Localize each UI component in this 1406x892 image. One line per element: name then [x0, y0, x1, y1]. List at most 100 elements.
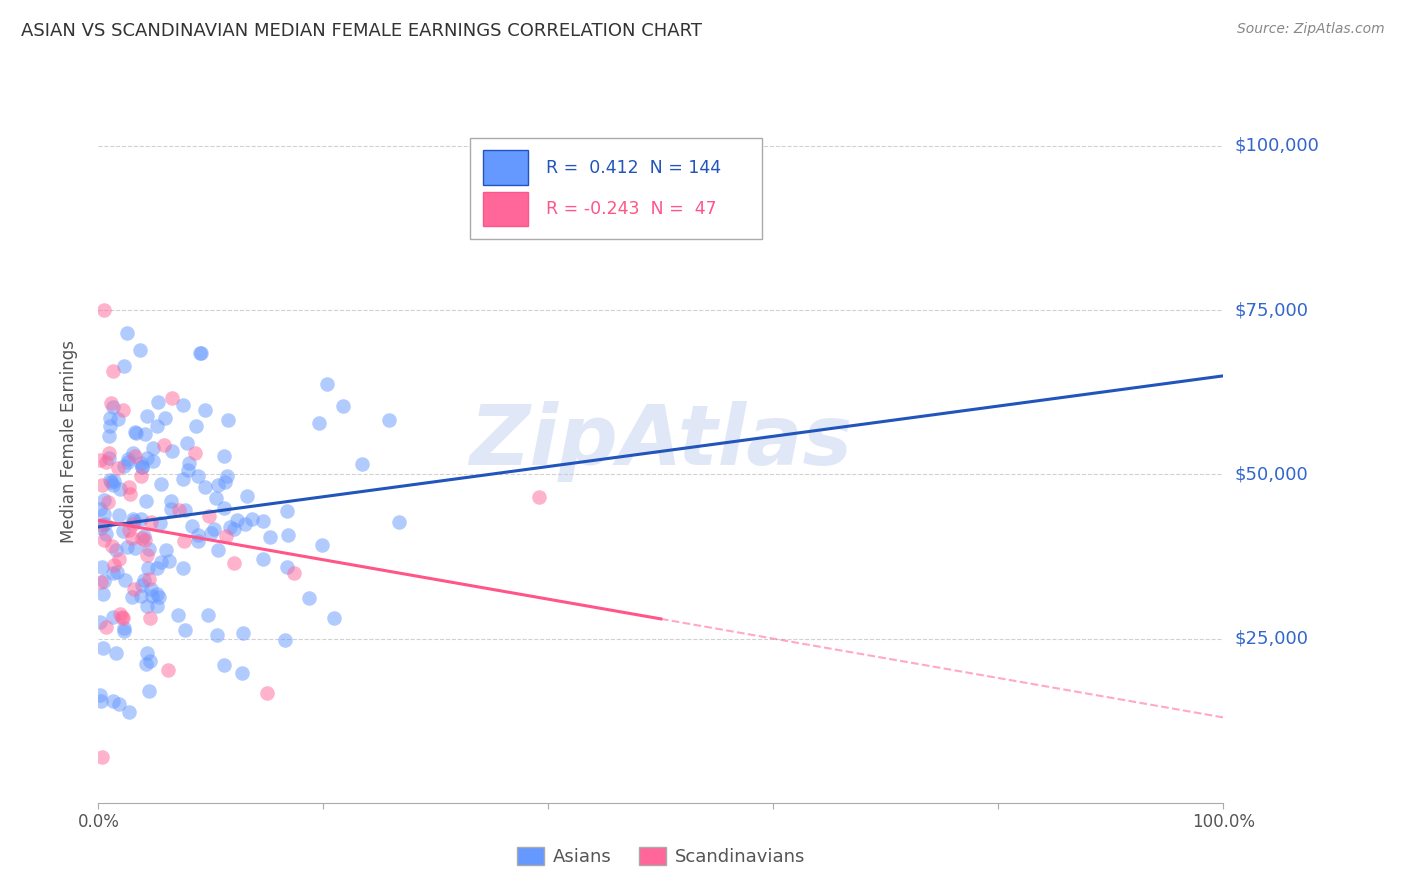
Point [240, 511, 263, 525]
Point [103, 364, 125, 378]
Point [135, 599, 157, 613]
Point [231, 665, 253, 680]
Point [157, 554, 180, 568]
Point [93, 507, 115, 521]
Point [90, 560, 112, 574]
Point [235, 517, 257, 532]
Point [194, 480, 217, 494]
Point [217, 413, 239, 427]
Point [117, 451, 139, 466]
Point [135, 494, 157, 508]
Point [121, 531, 143, 545]
Point [90, 521, 112, 535]
Point [108, 607, 131, 621]
Point [101, 477, 124, 491]
Point [236, 489, 259, 503]
Point [166, 607, 188, 622]
Point [145, 418, 167, 433]
Point [222, 557, 245, 571]
Point [98, 418, 121, 433]
Point [108, 697, 131, 711]
Point [156, 663, 179, 677]
Point [181, 519, 204, 533]
Point [159, 502, 181, 516]
Point [205, 627, 228, 641]
Point [212, 657, 235, 672]
Point [134, 427, 156, 442]
Point [124, 514, 146, 528]
Point [129, 456, 152, 470]
Point [132, 574, 155, 588]
Point [176, 435, 198, 450]
Point [136, 560, 159, 574]
Point [200, 525, 222, 540]
Point [134, 529, 156, 543]
Point [136, 646, 159, 660]
Point [298, 591, 321, 605]
Text: $25,000: $25,000 [1234, 630, 1309, 648]
Point [177, 463, 200, 477]
Point [138, 654, 160, 668]
Point [139, 611, 162, 625]
Point [136, 450, 159, 465]
Point [214, 475, 236, 490]
Point [135, 548, 157, 562]
Point [207, 477, 229, 491]
Point [173, 503, 195, 517]
Point [131, 532, 153, 546]
Point [105, 566, 128, 580]
Text: R = -0.243  N =  47: R = -0.243 N = 47 [546, 200, 717, 218]
Point [131, 512, 153, 526]
Point [122, 516, 145, 531]
Point [90, 694, 112, 708]
Y-axis label: Median Female Earnings: Median Female Earnings [59, 340, 77, 543]
Point [139, 515, 162, 529]
Point [159, 493, 181, 508]
Point [100, 540, 122, 554]
Point [197, 608, 219, 623]
Point [108, 508, 131, 523]
Point [129, 469, 152, 483]
Point [529, 490, 551, 504]
Point [121, 590, 143, 604]
Point [136, 409, 159, 423]
Point [93, 516, 115, 531]
Point [131, 460, 153, 475]
Point [115, 326, 138, 341]
Point [252, 514, 274, 528]
Point [103, 474, 125, 488]
Point [135, 657, 157, 671]
Point [97, 494, 120, 508]
Point [100, 396, 122, 410]
Point [117, 455, 139, 469]
Point [96, 620, 118, 634]
Point [90, 750, 112, 764]
Point [145, 587, 167, 601]
Point [131, 578, 153, 592]
Legend: Asians, Scandinavians: Asians, Scandinavians [509, 839, 813, 873]
Point [212, 449, 235, 463]
Point [122, 582, 145, 596]
Point [187, 534, 209, 549]
Point [138, 683, 160, 698]
Point [146, 599, 169, 613]
Point [276, 560, 298, 574]
Point [150, 477, 173, 491]
Point [187, 468, 209, 483]
FancyBboxPatch shape [484, 151, 529, 185]
Point [138, 572, 160, 586]
Point [141, 589, 163, 603]
Point [112, 624, 135, 639]
Point [98, 429, 121, 443]
Point [232, 626, 254, 640]
Point [108, 482, 131, 496]
Point [91, 641, 114, 656]
Point [114, 458, 136, 473]
Point [205, 491, 228, 505]
Point [187, 527, 209, 541]
Point [89, 688, 111, 702]
Point [124, 425, 146, 439]
Text: $100,000: $100,000 [1234, 137, 1319, 155]
Point [174, 623, 197, 637]
Point [108, 551, 131, 566]
